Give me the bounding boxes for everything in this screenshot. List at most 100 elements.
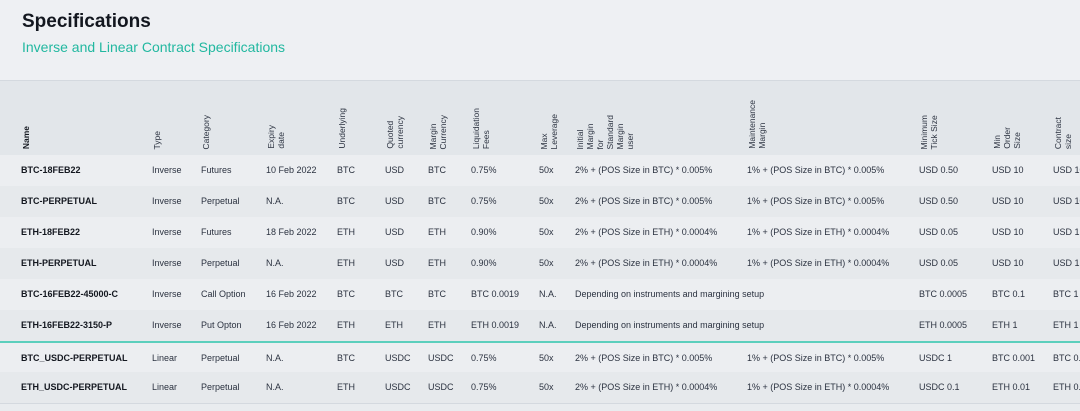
cell-min-tick-size: USD 0.50: [919, 196, 959, 206]
cell-max-leverage: 50x: [539, 382, 554, 392]
cell-contract-size: USD 10: [1053, 165, 1080, 175]
cell-type: Inverse: [152, 196, 182, 206]
cell-max-leverage: 50x: [539, 227, 554, 237]
cell-margin-currency: BTC: [428, 196, 446, 206]
cell-maintenance-margin: 1% + (POS Size in BTC) * 0.005%: [747, 165, 885, 175]
col-header-liquidation-fees-label: Liquidation Fees: [471, 107, 491, 149]
cell-quoted-currency: USDC: [385, 382, 411, 392]
cell-max-leverage: 50x: [539, 196, 554, 206]
cell-max-leverage: 50x: [539, 258, 554, 268]
cell-initial-margin: 2% + (POS Size in ETH) * 0.0004%: [575, 382, 718, 392]
cell-margin-currency: BTC: [428, 289, 446, 299]
cell-initial-margin: Depending on instruments and margining s…: [575, 320, 765, 330]
page-title: Specifications: [22, 11, 151, 32]
cell-expiry-date: 16 Feb 2022: [266, 289, 317, 299]
cell-name: ETH-PERPETUAL: [21, 258, 97, 268]
cell-category: Put Opton: [201, 320, 242, 330]
col-header-margin-currency-label: Margin Currency: [428, 114, 448, 149]
cell-name: ETH-16FEB22-3150-P: [21, 320, 113, 330]
cell-margin-currency: USDC: [428, 382, 454, 392]
cell-initial-margin: 2% + (POS Size in BTC) * 0.005%: [575, 165, 713, 175]
cell-name: ETH-18FEB22: [21, 227, 81, 237]
table-row: BTC_USDC-PERPETUAL Linear Perpetual N.A. BTC…: [0, 341, 1080, 375]
cell-expiry-date: N.A.: [266, 258, 284, 268]
col-header-quoted-currency-label: Quoted currency: [385, 116, 405, 149]
cell-liquidation-fees: ETH 0.0019: [471, 320, 520, 330]
cell-margin-currency: BTC: [428, 165, 446, 175]
cell-category: Perpetual: [201, 353, 240, 363]
cell-min-order-size: USD 10: [992, 258, 1024, 268]
col-header-contract-size-label: Contract size: [1053, 116, 1073, 149]
page-header: Specifications Inverse and Linear Contra…: [0, 0, 1080, 80]
cell-maintenance-margin: 1% + (POS Size in BTC) * 0.005%: [747, 196, 885, 206]
cell-min-tick-size: USDC 1: [919, 353, 953, 363]
cell-min-tick-size: USD 0.05: [919, 227, 959, 237]
cell-name: BTC-18FEB22: [21, 165, 81, 175]
cell-quoted-currency: ETH: [385, 320, 403, 330]
cell-max-leverage: 50x: [539, 353, 554, 363]
cell-liquidation-fees: BTC 0.0019: [471, 289, 520, 299]
cell-initial-margin: 2% + (POS Size in BTC) * 0.005%: [575, 196, 713, 206]
cell-min-tick-size: USD 0.05: [919, 258, 959, 268]
cell-expiry-date: 10 Feb 2022: [266, 165, 317, 175]
cell-max-leverage: N.A.: [539, 289, 557, 299]
table-row: BTC-16FEB22-45000-C Inverse Call Option 16 …: [0, 279, 1080, 311]
cell-min-tick-size: USD 0.50: [919, 165, 959, 175]
table-row: BTC-PERPETUAL Inverse Perpetual N.A. BTC USD B…: [0, 186, 1080, 218]
cell-underlying: ETH: [337, 258, 355, 268]
col-header-type-label: Type: [152, 130, 162, 149]
cell-name: BTC_USDC-PERPETUAL: [21, 353, 128, 363]
cell-initial-margin: 2% + (POS Size in BTC) * 0.005%: [575, 353, 713, 363]
cell-liquidation-fees: 0.75%: [471, 353, 497, 363]
cell-min-tick-size: BTC 0.0005: [919, 289, 968, 299]
cell-underlying: BTC: [337, 196, 355, 206]
cell-min-order-size: ETH 0.01: [992, 382, 1031, 392]
cell-liquidation-fees: 0.90%: [471, 227, 497, 237]
cell-contract-size: ETH 1: [1053, 320, 1079, 330]
cell-min-order-size: USD 10: [992, 165, 1024, 175]
cell-underlying: ETH: [337, 320, 355, 330]
cell-name: BTC-PERPETUAL: [21, 196, 97, 206]
cell-contract-size: USD 1: [1053, 227, 1080, 237]
col-header-max-leverage-label: Max Leverage: [539, 113, 559, 149]
col-header-initial-margin-label: Initial Margin for Standard Margin user: [575, 114, 635, 150]
cell-min-tick-size: ETH 0.0005: [919, 320, 968, 330]
cell-type: Inverse: [152, 165, 182, 175]
cell-name: BTC-16FEB22-45000-C: [21, 289, 119, 299]
cell-quoted-currency: USD: [385, 196, 405, 206]
cell-category: Futures: [201, 227, 232, 237]
cell-liquidation-fees: 0.75%: [471, 382, 497, 392]
col-header-min-tick-size-label: Minimum Tick Size: [919, 114, 939, 149]
cell-initial-margin: Depending on instruments and margining s…: [575, 289, 765, 299]
cell-liquidation-fees: 0.75%: [471, 196, 497, 206]
cell-contract-size: BTC 1: [1053, 289, 1079, 299]
cell-quoted-currency: USDC: [385, 353, 411, 363]
col-header-expiry-date-label: Expiry date: [266, 125, 286, 149]
table-row: BTC-18FEB22 Inverse Futures 10 Feb 2022 BTC U…: [0, 155, 1080, 187]
cell-type: Inverse: [152, 258, 182, 268]
cell-margin-currency: USDC: [428, 353, 454, 363]
cell-maintenance-margin: 1% + (POS Size in ETH) * 0.0004%: [747, 382, 890, 392]
table-header-row: Name Type Category Expiry date Underlying Quo…: [0, 80, 1080, 156]
cell-min-order-size: BTC 0.1: [992, 289, 1026, 299]
cell-expiry-date: N.A.: [266, 382, 284, 392]
col-header-category-label: Category: [201, 114, 211, 150]
table-row: ETH-PERPETUAL Inverse Perpetual N.A. ETH USD E…: [0, 248, 1080, 280]
cell-expiry-date: N.A.: [266, 196, 284, 206]
table-row: ETH-16FEB22-3150-P Inverse Put Opton 16 Feb…: [0, 310, 1080, 342]
cell-min-order-size: ETH 1: [992, 320, 1018, 330]
cell-category: Perpetual: [201, 258, 240, 268]
page-subtitle: Inverse and Linear Contract Specificatio…: [22, 39, 286, 55]
cell-category: Perpetual: [201, 382, 240, 392]
cell-margin-currency: ETH: [428, 320, 446, 330]
cell-initial-margin: 2% + (POS Size in ETH) * 0.0004%: [575, 227, 718, 237]
cell-margin-currency: ETH: [428, 258, 446, 268]
cell-liquidation-fees: 0.75%: [471, 165, 497, 175]
cell-category: Futures: [201, 165, 232, 175]
cell-contract-size: USD 1: [1053, 258, 1080, 268]
cell-quoted-currency: USD: [385, 258, 405, 268]
table-row: ETH-18FEB22 Inverse Futures 18 Feb 2022 ETH U…: [0, 217, 1080, 249]
cell-quoted-currency: BTC: [385, 289, 403, 299]
cell-type: Inverse: [152, 289, 182, 299]
cell-name: ETH_USDC-PERPETUAL: [21, 382, 128, 392]
